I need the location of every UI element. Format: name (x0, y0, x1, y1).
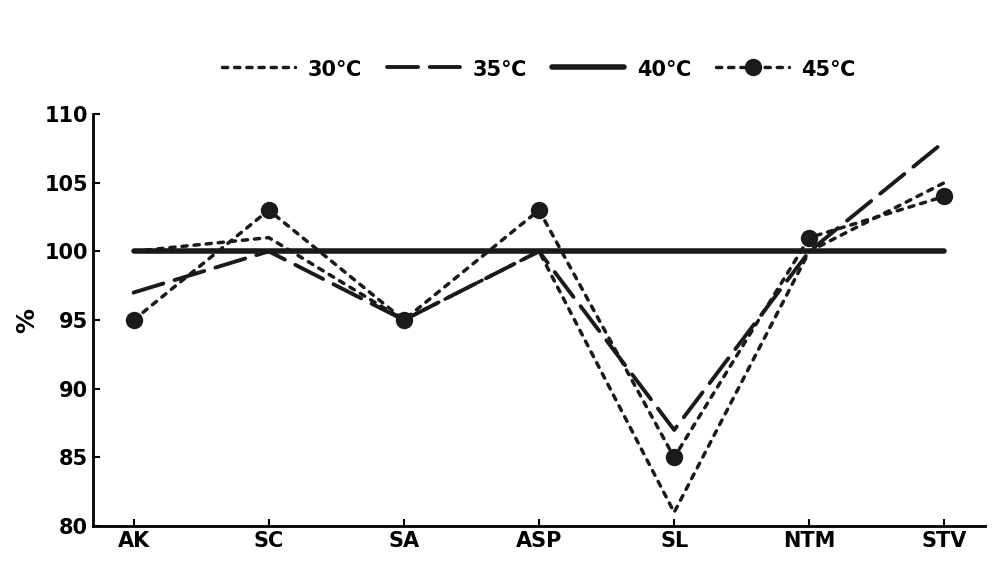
Y-axis label: %: % (15, 307, 39, 333)
Legend: 30℃, 35℃, 40℃, 45℃: 30℃, 35℃, 40℃, 45℃ (222, 58, 856, 80)
